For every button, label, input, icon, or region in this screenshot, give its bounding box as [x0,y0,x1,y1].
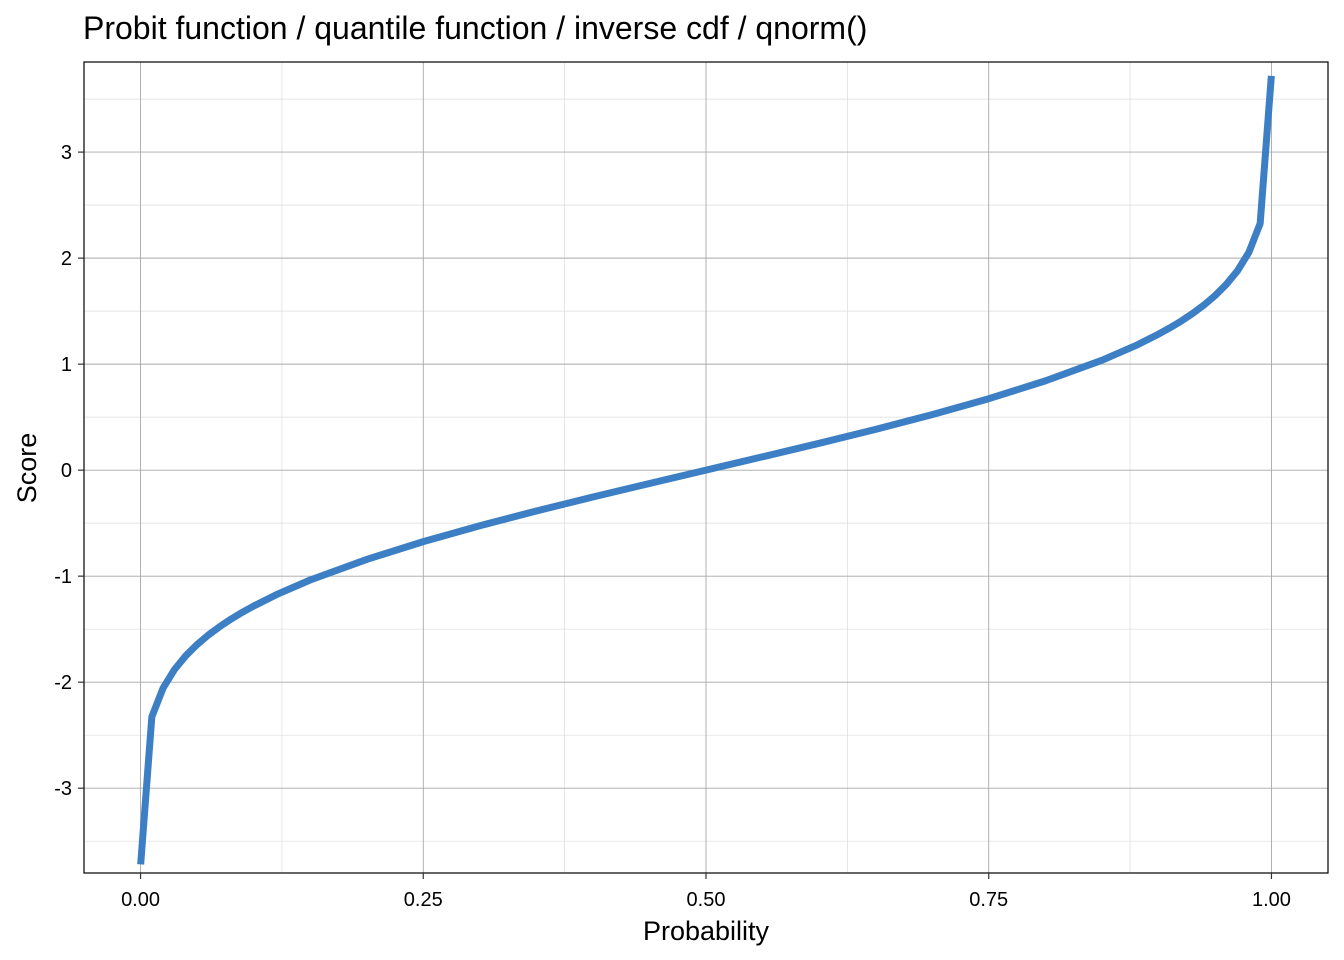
y-tick-label: -1 [54,566,72,588]
x-tick-label: 1.00 [1252,889,1291,911]
x-tick-label: 0.00 [121,889,160,911]
x-tick-label: 0.50 [687,889,726,911]
y-tick-label: -2 [54,672,72,694]
y-tick-label: -3 [54,778,72,800]
probit-curve [137,75,1275,865]
x-axis: 0.00 0.25 0.50 0.75 1.00 [121,873,1291,911]
y-axis-title: Score [12,433,42,504]
y-axis: -3 -2 -1 0 1 2 3 [54,142,84,800]
y-tick-label: 2 [61,248,72,270]
y-tick-label: 0 [61,460,72,482]
chart-title: Probit function / quantile function / in… [83,10,867,46]
x-tick-label: 0.25 [404,889,443,911]
x-axis-title: Probability [643,916,770,946]
y-tick-label: 3 [61,142,72,164]
y-tick-label: 1 [61,354,72,376]
x-tick-label: 0.75 [969,889,1008,911]
